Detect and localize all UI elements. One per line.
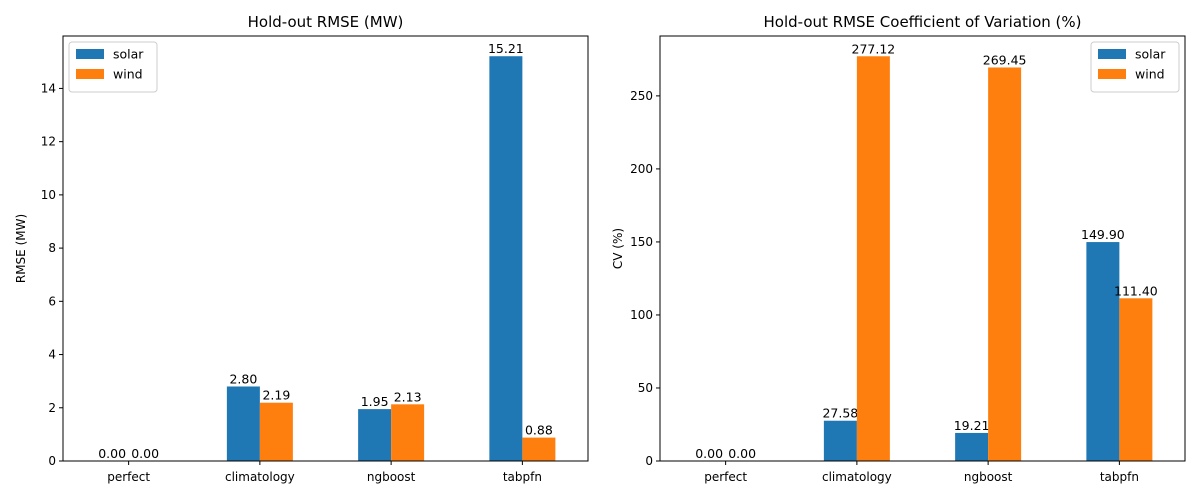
data-label: 269.45: [983, 52, 1027, 67]
y-tick-label: 0: [48, 454, 56, 468]
data-label: 277.12: [852, 41, 896, 56]
legend: solar wind: [1090, 41, 1180, 93]
data-label: 0.00: [98, 446, 126, 461]
x-tick-label: tabpfn: [503, 470, 542, 484]
y-tick-label: 10: [41, 188, 56, 202]
bar-solar-tabpfn: [1086, 242, 1120, 461]
chart-title: Hold-out RMSE (MW): [248, 13, 404, 31]
x-tick-label: tabpfn: [1100, 470, 1139, 484]
data-label: 2.19: [262, 388, 290, 403]
bar-wind-climatology: [856, 56, 890, 461]
y-tick-label: 14: [41, 81, 56, 95]
data-label: 1.95: [361, 394, 389, 409]
data-label: 0.00: [728, 446, 756, 461]
x-tick-label: perfect: [704, 470, 747, 484]
bar-wind-tabpfn: [522, 437, 556, 461]
legend: solar wind: [68, 41, 158, 93]
data-label: 0.88: [525, 423, 553, 438]
data-label: 15.21: [488, 41, 524, 56]
y-tick-label: 50: [638, 381, 653, 395]
y-tick-label: 250: [630, 89, 653, 103]
bar-solar-ngboost: [358, 409, 392, 461]
y-tick-label: 200: [630, 162, 653, 176]
bar-wind-ngboost: [391, 404, 425, 461]
data-label: 0.00: [695, 446, 723, 461]
legend-swatch-solar: [1098, 49, 1126, 59]
legend-label: solar: [113, 47, 144, 62]
data-label: 111.40: [1114, 283, 1158, 298]
legend-swatch-wind: [76, 69, 104, 79]
chart-title: Hold-out RMSE Coefficient of Variation (…: [764, 13, 1082, 31]
data-label: 19.21: [954, 418, 990, 433]
bar-wind-climatology: [259, 402, 293, 461]
x-tick-label: climatology: [822, 470, 892, 484]
legend-swatch-wind: [1098, 69, 1126, 79]
data-label: 2.80: [229, 371, 257, 386]
chart-1: Hold-out RMSE (MW) 0.00 2.80 1.95 15.21 0.00 2…: [14, 13, 589, 484]
data-label: 149.90: [1081, 227, 1125, 242]
y-axis-label: RMSE (MW): [14, 214, 28, 283]
data-label: 2.13: [394, 389, 422, 404]
plot-frame: [659, 35, 1186, 462]
x-tick-label: ngboost: [367, 470, 416, 484]
data-label: 27.58: [822, 406, 858, 421]
legend-label: solar: [1135, 47, 1166, 62]
y-tick-label: 0: [645, 454, 653, 468]
bar-wind-ngboost: [988, 67, 1022, 462]
bar-solar-ngboost: [955, 432, 989, 461]
y-tick-label: 12: [41, 135, 56, 149]
y-tick-label: 2: [48, 401, 56, 415]
data-label: 0.00: [131, 446, 159, 461]
y-tick-label: 6: [48, 294, 56, 308]
x-tick-label: climatology: [225, 470, 295, 484]
y-tick-label: 150: [630, 235, 653, 249]
y-axis-label: CV (%): [611, 228, 625, 269]
y-tick-label: 100: [630, 308, 653, 322]
x-tick-label: perfect: [107, 470, 150, 484]
bar-wind-tabpfn: [1119, 298, 1153, 461]
legend-label: wind: [1135, 67, 1165, 82]
y-tick-label: 4: [48, 348, 56, 362]
y-tick-label: 8: [48, 241, 56, 255]
legend-swatch-solar: [76, 49, 104, 59]
legend-label: wind: [113, 67, 143, 82]
bar-solar-climatology: [226, 386, 260, 461]
x-tick-label: ngboost: [964, 470, 1013, 484]
chart-2: Hold-out RMSE Coefficient of Variation (…: [611, 13, 1186, 484]
bar-solar-climatology: [823, 420, 857, 461]
bar-solar-tabpfn: [489, 56, 523, 461]
